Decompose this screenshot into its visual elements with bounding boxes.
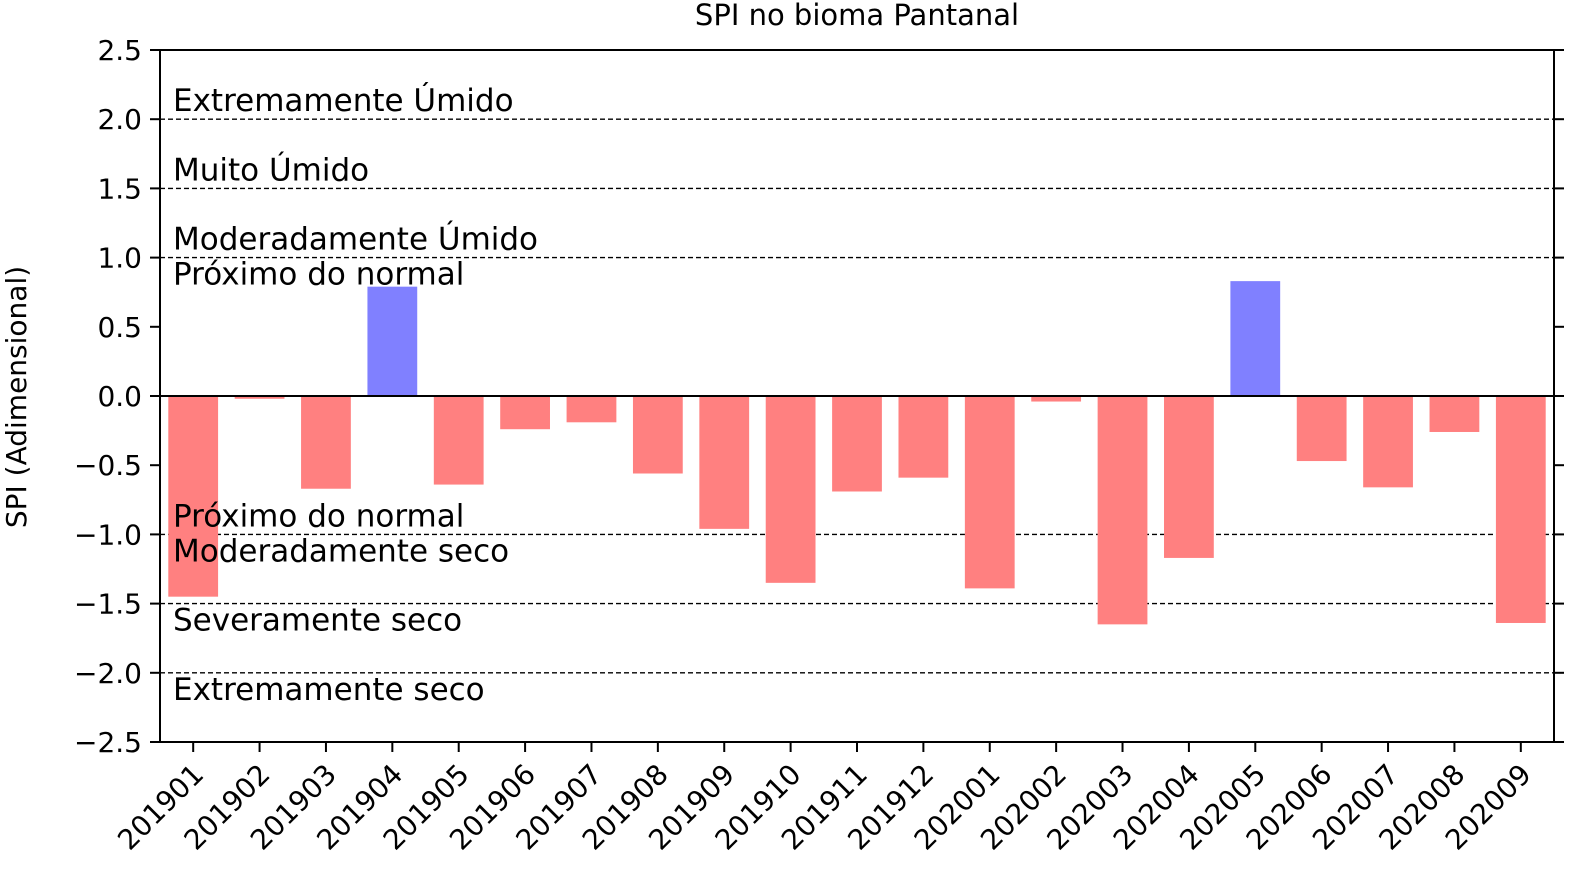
bar-202008 — [1429, 396, 1480, 432]
bar-202009 — [1495, 396, 1546, 623]
annotation-label: Severamente seco — [173, 603, 462, 639]
threshold-lines — [160, 118, 1554, 674]
annotation-label: Moderadamente Úmido — [173, 221, 538, 258]
bar-202004 — [1164, 396, 1214, 558]
y-tick-label: 2.0 — [97, 103, 142, 136]
x-axis-ticks: 2019012019022019032019042019052019062019… — [111, 742, 1538, 857]
y-tick-label: 1.5 — [97, 172, 142, 205]
bar-201908 — [632, 396, 683, 474]
bar-202005 — [1230, 281, 1281, 396]
bar-201904 — [367, 286, 418, 396]
bars — [168, 281, 1546, 625]
bar-201903 — [301, 396, 351, 489]
annotation-label: Próximo do normal — [173, 257, 464, 293]
annotation-label: Extremamente Úmido — [173, 82, 514, 119]
bar-201911 — [832, 396, 882, 492]
y-tick-label: 2.5 — [97, 34, 142, 67]
y-axis-ticks: 2.5 2.0 1.5 1.0 0.5 0.0 −0.5 −1.0 −1.5 −2.0 −2.5 — [74, 34, 1564, 759]
bar-201906 — [500, 396, 550, 430]
bar-201902 — [234, 396, 285, 399]
bar-202007 — [1363, 396, 1413, 488]
bar-201909 — [699, 396, 750, 529]
bar-201907 — [566, 396, 617, 423]
y-tick-label: −1.0 — [74, 518, 142, 551]
bar-201912 — [898, 396, 949, 478]
bar-202006 — [1296, 396, 1347, 462]
bar-201901 — [168, 396, 219, 597]
annotation-label: Muito Úmido — [173, 151, 369, 188]
y-tick-label: −0.5 — [74, 449, 142, 482]
bar-202002 — [1031, 396, 1082, 402]
y-tick-label: 0.5 — [97, 311, 142, 344]
y-tick-label: −1.5 — [74, 588, 142, 621]
y-tick-label: 0.0 — [97, 380, 142, 413]
y-tick-label: 1.0 — [97, 242, 142, 275]
annotation-label: Próximo do normal — [173, 498, 464, 534]
bar-201905 — [433, 396, 484, 485]
y-axis-label: SPI (Adimensional) — [0, 266, 33, 528]
bar-201910 — [765, 396, 816, 583]
bar-202003 — [1097, 396, 1148, 625]
y-tick-label: −2.5 — [74, 726, 142, 759]
annotation-label: Extremamente seco — [173, 672, 485, 708]
category-annotations: Extremamente Úmido Muito Úmido Moderadamen… — [173, 82, 538, 708]
bar-202001 — [964, 396, 1015, 589]
y-tick-label: −2.0 — [74, 657, 142, 690]
annotation-label: Moderadamente seco — [173, 533, 509, 569]
chart-title: SPI no bioma Pantanal — [695, 0, 1019, 32]
